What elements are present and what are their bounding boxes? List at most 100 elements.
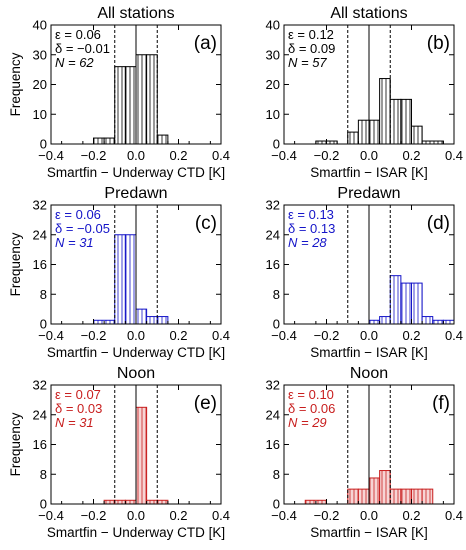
y-tick-label: 24 [266, 407, 280, 422]
histogram-bar [400, 98, 412, 145]
x-tick-label: 0.4 [212, 328, 230, 343]
panel-f: Noon −0.4 −0.2 0.0 0.2 0.4 0 8 16 24 32 Smartfin − … [266, 365, 464, 540]
histogram-bar [114, 66, 126, 145]
y-tick-label: 0 [40, 497, 47, 512]
stat-n: N = 29 [288, 415, 327, 430]
histogram-bar [124, 499, 137, 505]
histogram-bar [156, 499, 169, 505]
stat-epsilon: ε = 0.10 [288, 387, 334, 402]
histogram-bar [379, 78, 391, 145]
y-tick-label: 10 [33, 107, 47, 122]
histogram-bar [389, 488, 402, 505]
stat-n: N = 31 [55, 415, 94, 430]
histogram-bar [379, 470, 391, 505]
histogram-bar [411, 282, 423, 325]
x-tick-label: 0.4 [212, 148, 230, 163]
y-tick-label: 16 [33, 257, 47, 272]
x-tick-label: −0.4 [38, 328, 64, 343]
panel-title: Noon [117, 365, 155, 382]
stat-n: N = 28 [288, 235, 327, 250]
panel-label: (d) [427, 213, 450, 234]
x-tick-label: −0.2 [81, 148, 107, 163]
x-tick-label: 0.4 [445, 148, 463, 163]
x-tick-label: −0.4 [271, 328, 297, 343]
histogram-bar [411, 125, 423, 145]
histogram-bar [357, 488, 370, 505]
y-tick-label: 32 [266, 198, 280, 213]
histogram-bar [400, 282, 412, 325]
y-tick-label: 16 [266, 257, 280, 272]
y-axis-label: Frequency [8, 52, 23, 116]
x-tick-label: −0.4 [271, 508, 297, 523]
stat-n: N = 31 [55, 235, 94, 250]
histogram-bar [400, 488, 412, 505]
x-tick-label: 0.0 [127, 508, 145, 523]
histogram-bar [135, 308, 148, 325]
histogram-bar [442, 319, 455, 325]
histogram-bar [156, 134, 169, 145]
stat-delta: δ = 0.09 [288, 41, 335, 56]
y-tick-label: 32 [33, 198, 47, 213]
histogram-bar [93, 137, 105, 145]
stat-epsilon: ε = 0.13 [288, 207, 334, 222]
histogram-bar [103, 137, 116, 145]
x-tick-label: −0.2 [81, 328, 107, 343]
x-tick-label: −0.2 [314, 508, 340, 523]
x-tick-label: 0.2 [402, 508, 420, 523]
y-tick-label: 24 [33, 407, 47, 422]
x-tick-label: 0.2 [169, 328, 187, 343]
x-axis-label: Smartfin − Underway CTD [K] [47, 345, 225, 360]
y-tick-label: 8 [40, 287, 47, 302]
stat-n: N = 62 [55, 55, 94, 70]
stat-epsilon: ε = 0.12 [288, 27, 334, 42]
stat-epsilon: ε = 0.07 [55, 387, 101, 402]
panel-title: Noon [350, 365, 388, 382]
x-tick-label: 0.4 [445, 328, 463, 343]
panel-title: Predawn [104, 185, 167, 202]
x-tick-label: 0.0 [360, 328, 378, 343]
histogram-bar [124, 66, 137, 145]
histogram-bar [146, 54, 158, 145]
y-tick-label: 24 [266, 227, 280, 242]
histogram-bar [379, 316, 391, 325]
x-tick-label: 0.2 [402, 328, 420, 343]
y-tick-label: 30 [266, 47, 280, 62]
y-tick-label: 30 [33, 47, 47, 62]
histogram-bar [135, 54, 148, 145]
panel-b: All stations −0.4 −0.2 0.0 0.2 0.4 0 10 20 30 40 Sm… [266, 5, 464, 180]
histogram-bar [156, 316, 169, 325]
histogram-bar [421, 488, 434, 505]
panel-d: Predawn −0.4 −0.2 0.0 0.2 0.4 0 8 16 24 32 Smartfin… [266, 185, 464, 360]
panel-label: (e) [194, 393, 217, 414]
stat-delta: δ = 0.06 [288, 401, 335, 416]
y-tick-label: 16 [33, 437, 47, 452]
y-tick-label: 0 [273, 317, 280, 332]
histogram-bar [432, 319, 444, 325]
histogram-bar [146, 499, 158, 505]
panel-e: Noon −0.4 −0.2 0.0 0.2 0.4 0 8 16 24 32 Smartfin − … [8, 365, 230, 540]
x-tick-label: −0.2 [314, 148, 340, 163]
y-tick-label: 32 [266, 378, 280, 393]
x-tick-label: 0.0 [360, 148, 378, 163]
histogram-bar [368, 119, 381, 145]
y-tick-label: 8 [273, 467, 280, 482]
x-tick-label: 0.2 [169, 148, 187, 163]
stat-epsilon: ε = 0.06 [55, 207, 101, 222]
histogram-bar [114, 234, 126, 325]
panel-title: Predawn [337, 185, 400, 202]
y-tick-label: 8 [40, 467, 47, 482]
stat-n: N = 57 [288, 55, 327, 70]
histogram-bar [368, 477, 381, 505]
x-axis-label: Smartfin − Underway CTD [K] [47, 525, 225, 540]
x-tick-label: 0.0 [360, 508, 378, 523]
y-tick-label: 0 [273, 137, 280, 152]
x-tick-label: −0.4 [38, 508, 64, 523]
y-tick-label: 24 [33, 227, 47, 242]
histogram-bar [135, 406, 148, 505]
x-tick-label: 0.4 [445, 508, 463, 523]
stat-epsilon: ε = 0.06 [55, 27, 101, 42]
y-axis-label: Frequency [8, 232, 23, 296]
histogram-bar [357, 119, 370, 145]
y-tick-label: 40 [266, 18, 280, 33]
y-tick-label: 40 [33, 18, 47, 33]
